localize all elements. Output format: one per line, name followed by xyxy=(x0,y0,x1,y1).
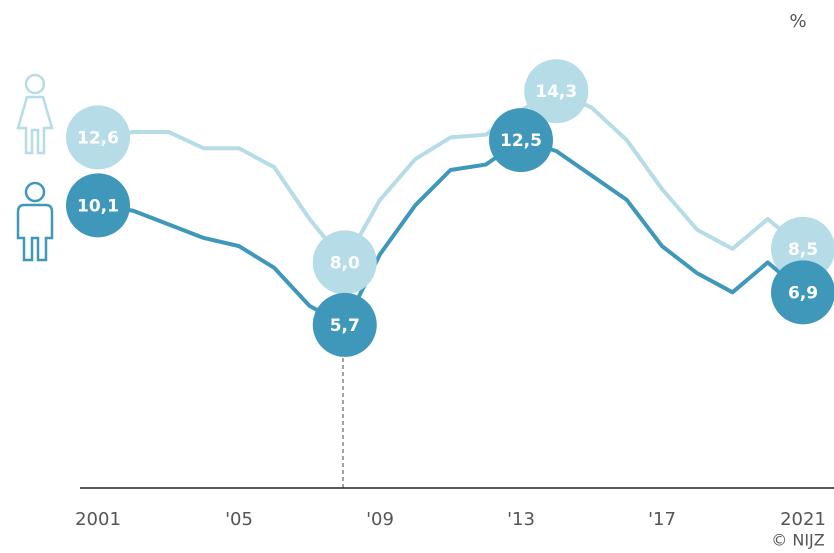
value-label: 5,7 xyxy=(330,316,360,336)
value-label: 10,1 xyxy=(77,196,119,216)
value-label: 14,3 xyxy=(535,82,577,102)
value-marker xyxy=(771,260,834,325)
x-tick-label: '17 xyxy=(648,509,676,530)
x-tick-label: '09 xyxy=(366,509,394,530)
value-label: 12,6 xyxy=(77,128,119,148)
value-marker xyxy=(489,108,553,173)
value-marker xyxy=(312,230,377,295)
man-icon xyxy=(16,181,54,262)
value-marker xyxy=(524,59,589,124)
source: © NIJZ xyxy=(771,531,824,550)
x-tick-label: '05 xyxy=(225,509,253,530)
value-label: 8,0 xyxy=(330,253,360,273)
line xyxy=(97,138,805,327)
value-marker xyxy=(312,292,377,357)
value-marker xyxy=(66,173,130,238)
x-tick-label: '13 xyxy=(507,509,535,530)
unit-label: % xyxy=(789,11,806,32)
x-tick-label: 2001 xyxy=(75,509,121,530)
value-marker xyxy=(66,105,130,170)
value-label: 8,5 xyxy=(788,240,818,260)
line xyxy=(97,89,805,265)
x-tick-label: 2021 xyxy=(780,509,826,530)
value-label: 6,9 xyxy=(788,283,818,303)
woman-icon xyxy=(16,73,54,155)
value-label: 12,5 xyxy=(500,131,542,151)
